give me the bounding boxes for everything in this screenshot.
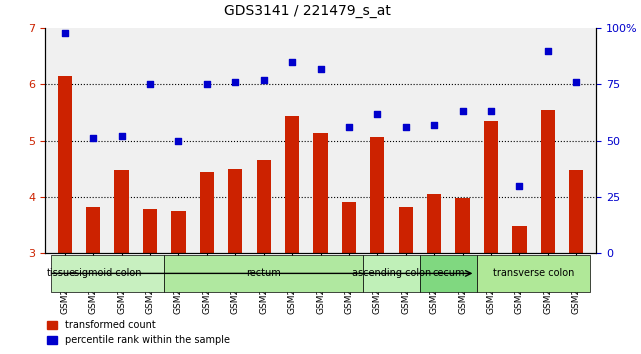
Bar [370, 137, 385, 253]
Point [287, 59, 297, 65]
Point [486, 109, 496, 114]
Bar [115, 170, 129, 253]
Point [429, 122, 439, 128]
Point [258, 77, 269, 83]
Bar [256, 160, 271, 253]
Point [145, 82, 155, 87]
Point [344, 124, 354, 130]
Text: tissue: tissue [46, 268, 76, 278]
Bar [541, 110, 555, 253]
FancyBboxPatch shape [51, 255, 164, 292]
Point [401, 124, 411, 130]
Text: rectum: rectum [246, 268, 281, 278]
Point [571, 79, 581, 85]
Bar [512, 226, 526, 253]
Text: transverse colon: transverse colon [493, 268, 574, 278]
Bar [58, 76, 72, 253]
Bar [228, 169, 242, 253]
Bar [484, 121, 498, 253]
Bar [569, 170, 583, 253]
Bar [285, 116, 299, 253]
Point [315, 66, 326, 72]
Bar [399, 207, 413, 253]
Point [514, 183, 524, 188]
Text: GDS3141 / 221479_s_at: GDS3141 / 221479_s_at [224, 4, 391, 18]
Text: sigmoid colon: sigmoid colon [74, 268, 141, 278]
Point [202, 82, 212, 87]
Bar [86, 207, 100, 253]
Point [117, 133, 127, 139]
Point [543, 48, 553, 53]
Point [88, 136, 98, 141]
Point [173, 138, 183, 143]
Point [372, 111, 383, 116]
FancyBboxPatch shape [477, 255, 590, 292]
FancyBboxPatch shape [363, 255, 420, 292]
Point [230, 79, 240, 85]
Bar [427, 194, 441, 253]
Bar [342, 202, 356, 253]
Bar [200, 172, 214, 253]
FancyBboxPatch shape [420, 255, 477, 292]
Bar [171, 211, 185, 253]
Bar [456, 199, 470, 253]
Text: cecum: cecum [432, 268, 465, 278]
Bar [313, 133, 328, 253]
Bar [143, 209, 157, 253]
Text: ascending colon: ascending colon [352, 268, 431, 278]
Point [60, 30, 70, 36]
FancyBboxPatch shape [164, 255, 363, 292]
Point [458, 109, 468, 114]
Legend: transformed count, percentile rank within the sample: transformed count, percentile rank withi… [44, 316, 233, 349]
